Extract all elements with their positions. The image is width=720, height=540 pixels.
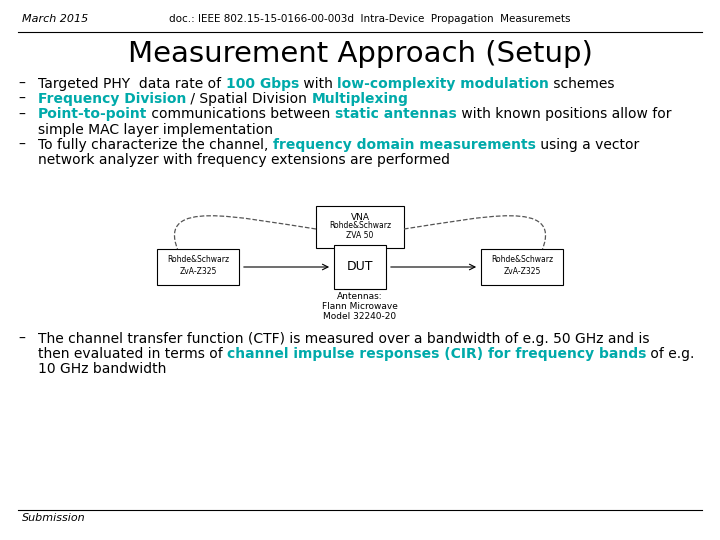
Text: –: – bbox=[18, 77, 25, 91]
Text: frequency domain measurements: frequency domain measurements bbox=[273, 138, 536, 152]
Text: –: – bbox=[18, 138, 25, 152]
Text: Measurement Approach (Setup): Measurement Approach (Setup) bbox=[127, 40, 593, 68]
Text: Frequency Division: Frequency Division bbox=[38, 92, 186, 106]
Text: 100 Gbps: 100 Gbps bbox=[225, 77, 299, 91]
Text: 10 GHz bandwidth: 10 GHz bandwidth bbox=[38, 362, 166, 376]
Bar bbox=[481, 249, 563, 285]
Text: schemes: schemes bbox=[549, 77, 614, 91]
Text: with: with bbox=[299, 77, 337, 91]
Text: DUT: DUT bbox=[347, 260, 373, 273]
Text: Point-to-point: Point-to-point bbox=[38, 107, 148, 122]
Text: VNA: VNA bbox=[351, 213, 369, 222]
Text: Rohde&Schwarz: Rohde&Schwarz bbox=[329, 221, 391, 231]
Text: ZVA 50: ZVA 50 bbox=[346, 231, 374, 240]
Text: simple MAC layer implementation: simple MAC layer implementation bbox=[38, 123, 273, 137]
Text: static antennas: static antennas bbox=[335, 107, 456, 122]
Text: of e.g.: of e.g. bbox=[647, 347, 695, 361]
Text: Multiplexing: Multiplexing bbox=[312, 92, 408, 106]
Text: –: – bbox=[18, 332, 25, 346]
Text: channel impulse responses (CIR) for frequency bands: channel impulse responses (CIR) for freq… bbox=[227, 347, 647, 361]
Text: Targeted PHY  data rate of: Targeted PHY data rate of bbox=[38, 77, 225, 91]
Bar bbox=[334, 245, 386, 289]
Bar bbox=[157, 249, 239, 285]
Text: –: – bbox=[18, 107, 25, 122]
Text: Rohde&Schwarz: Rohde&Schwarz bbox=[491, 255, 553, 265]
Text: / Spatial Division: / Spatial Division bbox=[186, 92, 312, 106]
Text: doc.: IEEE 802.15-15-0166-00-003d  Intra-Device  Propagation  Measuremets: doc.: IEEE 802.15-15-0166-00-003d Intra-… bbox=[169, 14, 571, 24]
Text: with known positions allow for: with known positions allow for bbox=[456, 107, 671, 122]
Text: Submission: Submission bbox=[22, 513, 86, 523]
Text: To fully characterize the channel,: To fully characterize the channel, bbox=[38, 138, 273, 152]
Text: Flann Microwave: Flann Microwave bbox=[322, 302, 398, 311]
Text: Rohde&Schwarz: Rohde&Schwarz bbox=[167, 255, 229, 265]
Text: March 2015: March 2015 bbox=[22, 14, 89, 24]
Text: Antennas:: Antennas: bbox=[337, 292, 383, 301]
Text: ZvA-Z325: ZvA-Z325 bbox=[179, 267, 217, 276]
Text: ZvA-Z325: ZvA-Z325 bbox=[503, 267, 541, 276]
Text: then evaluated in terms of: then evaluated in terms of bbox=[38, 347, 227, 361]
Text: low-complexity modulation: low-complexity modulation bbox=[337, 77, 549, 91]
Text: –: – bbox=[18, 92, 25, 106]
Text: Model 32240-20: Model 32240-20 bbox=[323, 312, 397, 321]
Text: communications between: communications between bbox=[148, 107, 335, 122]
Bar bbox=[316, 206, 404, 248]
Text: using a vector: using a vector bbox=[536, 138, 639, 152]
Text: network analyzer with frequency extensions are performed: network analyzer with frequency extensio… bbox=[38, 153, 450, 167]
Text: The channel transfer function (CTF) is measured over a bandwidth of e.g. 50 GHz : The channel transfer function (CTF) is m… bbox=[38, 332, 649, 346]
